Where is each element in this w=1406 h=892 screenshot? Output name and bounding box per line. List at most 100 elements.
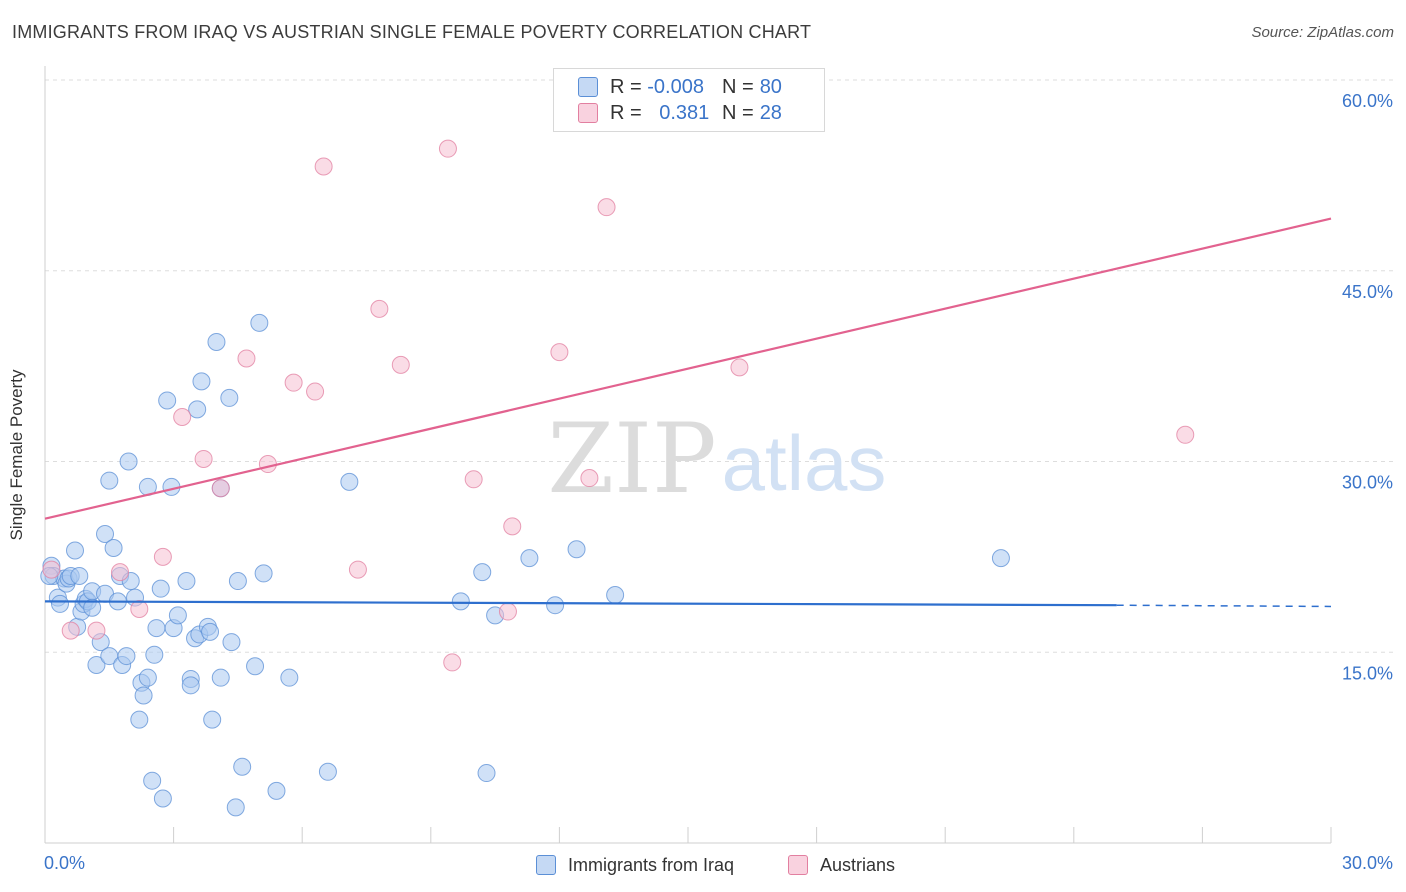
data-point-iraq: [192, 372, 211, 391]
legend-n-value-iraq: 80: [759, 75, 782, 98]
data-point-iraq: [233, 757, 252, 776]
data-point-austrian: [194, 449, 213, 468]
data-point-iraq: [211, 668, 230, 687]
legend-swatch-austrian: [788, 855, 808, 875]
data-point-austrian: [550, 343, 569, 362]
legend-swatch-iraq: [536, 855, 556, 875]
trend-lines: [44, 217, 1332, 608]
watermark-zip: ZIP: [547, 403, 716, 515]
data-point-austrian: [498, 602, 517, 621]
data-point-iraq: [151, 579, 170, 598]
data-point-iraq: [87, 655, 106, 674]
legend-swatch-iraq: [578, 77, 598, 97]
trend-line-austrian: [44, 217, 1332, 520]
correlation-legend: R = -0.008 N = 80 R = 0.381 N = 28: [553, 68, 825, 132]
data-point-austrian: [284, 373, 303, 392]
legend-r-value-austrian: 0.381: [659, 101, 710, 124]
data-point-austrian: [370, 299, 389, 318]
data-point-iraq: [143, 771, 162, 790]
legend-swatch-austrian: [578, 103, 598, 123]
legend-row-iraq: R = -0.008 N = 80: [578, 74, 782, 100]
watermark: ZIP atlas: [547, 403, 886, 515]
data-point-austrian: [61, 621, 80, 640]
data-point-iraq: [96, 524, 115, 543]
data-point-iraq: [250, 313, 269, 332]
data-point-iraq: [991, 549, 1010, 568]
data-points: [40, 111, 1195, 817]
data-point-iraq: [51, 594, 70, 613]
data-point-austrian: [42, 560, 61, 579]
data-point-iraq: [130, 710, 149, 729]
data-point-iraq: [318, 762, 337, 781]
data-point-iraq: [201, 622, 220, 641]
x-tick-label: 0.0%: [44, 853, 85, 873]
data-point-austrian: [580, 469, 599, 488]
data-point-austrian: [306, 382, 325, 401]
data-point-austrian: [597, 198, 616, 217]
data-point-iraq: [546, 596, 565, 615]
data-point-austrian: [130, 600, 149, 619]
data-point-iraq: [138, 668, 157, 687]
data-point-iraq: [220, 388, 239, 407]
data-point-austrian: [348, 560, 367, 579]
data-point-iraq: [222, 633, 241, 652]
data-point-iraq: [473, 563, 492, 582]
data-point-iraq: [226, 798, 245, 817]
data-point-austrian: [730, 358, 749, 377]
data-point-iraq: [145, 645, 164, 664]
data-point-austrian: [111, 563, 130, 582]
legend-item-iraq[interactable]: Immigrants from Iraq: [536, 852, 734, 878]
source-label: Source: ZipAtlas.com: [1251, 24, 1394, 41]
trend-line-iraq: [44, 600, 1117, 607]
data-point-iraq: [177, 572, 196, 591]
y-tick-label: 45.0%: [1342, 282, 1393, 302]
data-point-austrian: [258, 455, 277, 474]
data-point-iraq: [147, 619, 166, 638]
data-point-austrian: [464, 470, 483, 489]
legend-n-label: N =: [722, 101, 754, 124]
data-point-austrian: [173, 407, 192, 426]
data-point-iraq: [606, 586, 625, 605]
legend-r-label: R =: [610, 101, 642, 124]
data-point-iraq: [203, 710, 222, 729]
legend-r-label: R =: [610, 75, 642, 98]
data-point-iraq: [280, 668, 299, 687]
data-point-iraq: [70, 566, 89, 585]
data-point-iraq: [254, 564, 273, 583]
data-point-austrian: [438, 139, 457, 158]
legend-label-austrian: Austrians: [820, 854, 896, 875]
data-point-iraq: [168, 606, 187, 625]
data-point-iraq: [267, 781, 286, 800]
y-tick-label: 60.0%: [1342, 91, 1393, 111]
data-point-iraq: [451, 592, 470, 611]
trend-line-extension-iraq: [1116, 604, 1332, 608]
data-point-austrian: [1176, 425, 1195, 444]
data-point-iraq: [207, 332, 226, 351]
watermark-atlas: atlas: [722, 419, 887, 507]
data-point-austrian: [503, 517, 522, 536]
data-point-iraq: [66, 541, 85, 560]
legend-item-austrian[interactable]: Austrians: [788, 852, 895, 878]
data-point-iraq: [117, 647, 136, 666]
legend-label-iraq: Immigrants from Iraq: [568, 854, 735, 875]
data-point-austrian: [153, 547, 172, 566]
data-point-iraq: [228, 572, 247, 591]
tick-labels: 15.0% 30.0% 45.0% 60.0% 0.0% 30.0%: [44, 91, 1393, 873]
data-point-austrian: [314, 157, 333, 176]
data-point-iraq: [83, 598, 102, 617]
legend-row-austrian: R = 0.381 N = 28: [578, 100, 782, 126]
data-point-iraq: [246, 657, 265, 676]
chart-title: IMMIGRANTS FROM IRAQ VS AUSTRIAN SINGLE …: [12, 22, 812, 42]
series-legend: Immigrants from Iraq Austrians: [0, 852, 1406, 878]
data-point-iraq: [520, 549, 539, 568]
y-tick-label: 30.0%: [1342, 473, 1393, 493]
data-point-iraq: [477, 764, 496, 783]
data-point-iraq: [158, 391, 177, 410]
data-point-iraq: [134, 686, 153, 705]
y-tick-label: 15.0%: [1342, 663, 1393, 683]
legend-n-label: N =: [722, 75, 754, 98]
x-tick-label: 30.0%: [1342, 853, 1393, 873]
data-point-austrian: [237, 349, 256, 368]
data-point-iraq: [119, 452, 138, 471]
